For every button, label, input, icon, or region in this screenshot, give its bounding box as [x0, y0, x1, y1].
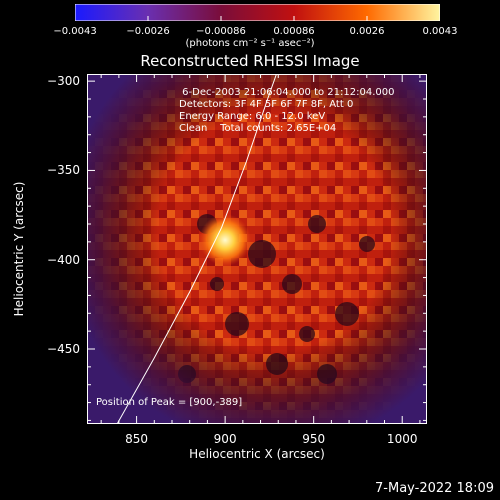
y-tick-label: −450: [47, 342, 80, 356]
colorbar-tick-label: 0.0026: [349, 26, 385, 37]
solar-limb-line: [116, 74, 277, 424]
x-tick-label: 950: [302, 432, 326, 446]
axis-ticks: [87, 74, 427, 424]
info-line-detectors: Detectors: 3F 4F 5F 6F 7F 8F, Att 0: [179, 99, 354, 110]
y-tick-label: −350: [47, 163, 80, 178]
y-axis-label: Heliocentric Y (arcsec): [12, 181, 26, 317]
heatmap-edge-fade: [87, 74, 427, 424]
image-plot-area: 6-Dec-2003 21:06:04.000 to 21:12:04.000 …: [87, 74, 427, 424]
colorbar-tick-label: −0.00086: [196, 26, 246, 37]
colorbar-units-label: (photons cm⁻² s⁻¹ asec⁻²): [185, 38, 315, 49]
x-tick-label: 900: [213, 432, 237, 446]
heatmap-svg: [87, 74, 427, 424]
plot-frame: [87, 74, 427, 424]
peak-emission-source: [199, 214, 252, 267]
x-tick-label: 1000: [386, 432, 418, 446]
colorbar-tick-label: 0.0043: [422, 26, 458, 37]
y-tick-label: −400: [47, 252, 80, 267]
colorbar-tick-label: −0.0043: [53, 26, 97, 37]
plot-title: Reconstructed RHESSI Image: [140, 52, 360, 70]
info-line-time: 6-Dec-2003 21:06:04.000 to 21:12:04.000: [179, 87, 395, 98]
info-line-counts: Clean Total counts: 2.65E+04: [179, 123, 337, 134]
y-tick-label: −300: [47, 74, 80, 89]
colorbar-tick-label: −0.0026: [126, 26, 170, 37]
x-axis-label: Heliocentric X (arcsec): [189, 447, 325, 461]
colorbar: [75, 4, 440, 21]
colorbar-gradient: [75, 4, 440, 21]
footer-date: 7-May-2022 18:09: [375, 481, 494, 496]
colorbar-tick-label: 0.00086: [273, 26, 315, 37]
peak-position-label: Position of Peak = [900,-389]: [96, 397, 243, 408]
info-line-energy: Energy Range: 6.0 - 12.0 keV: [179, 111, 326, 122]
x-tick-label: 850: [125, 432, 149, 446]
